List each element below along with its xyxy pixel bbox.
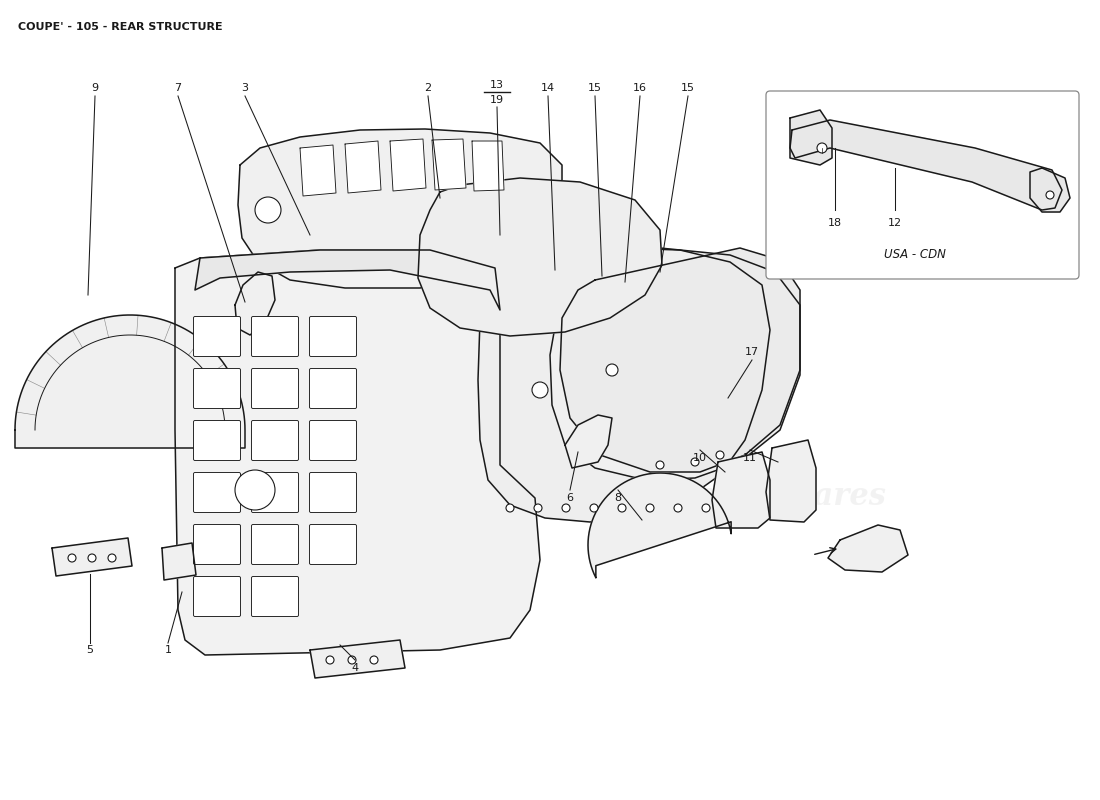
FancyBboxPatch shape (194, 317, 241, 357)
Circle shape (370, 656, 378, 664)
Polygon shape (162, 543, 196, 580)
Text: 2: 2 (425, 83, 431, 93)
Circle shape (68, 554, 76, 562)
Polygon shape (175, 250, 540, 655)
Text: USA - CDN: USA - CDN (884, 249, 946, 262)
Polygon shape (478, 248, 770, 522)
Text: COUPE' - 105 - REAR STRUCTURE: COUPE' - 105 - REAR STRUCTURE (18, 22, 222, 32)
Circle shape (674, 504, 682, 512)
Text: 17: 17 (745, 347, 759, 357)
FancyBboxPatch shape (309, 525, 356, 565)
Circle shape (532, 382, 548, 398)
FancyBboxPatch shape (309, 473, 356, 513)
Text: eurospares: eurospares (103, 321, 293, 351)
Polygon shape (52, 538, 132, 576)
Polygon shape (766, 440, 816, 522)
Text: 3: 3 (242, 83, 249, 93)
FancyBboxPatch shape (309, 369, 356, 409)
Text: 4: 4 (351, 663, 359, 673)
Polygon shape (790, 110, 832, 165)
Circle shape (235, 470, 275, 510)
FancyBboxPatch shape (194, 369, 241, 409)
Polygon shape (15, 315, 245, 448)
Polygon shape (550, 248, 800, 480)
Text: 12: 12 (888, 218, 902, 228)
Polygon shape (235, 272, 275, 335)
FancyBboxPatch shape (766, 91, 1079, 279)
Polygon shape (390, 139, 426, 191)
Circle shape (817, 143, 827, 153)
Circle shape (1046, 191, 1054, 199)
Text: 14: 14 (541, 83, 556, 93)
Circle shape (88, 554, 96, 562)
Polygon shape (418, 178, 662, 336)
Polygon shape (432, 139, 466, 190)
FancyBboxPatch shape (252, 369, 298, 409)
Text: 18: 18 (828, 218, 843, 228)
FancyBboxPatch shape (194, 473, 241, 513)
Circle shape (702, 504, 710, 512)
Polygon shape (345, 141, 381, 193)
Circle shape (562, 504, 570, 512)
Text: 9: 9 (91, 83, 99, 93)
Polygon shape (790, 120, 1062, 210)
Circle shape (506, 504, 514, 512)
Circle shape (255, 197, 280, 223)
Circle shape (348, 656, 356, 664)
Text: 7: 7 (175, 83, 182, 93)
Text: 11: 11 (742, 453, 757, 463)
Text: 19: 19 (490, 95, 504, 105)
FancyBboxPatch shape (194, 577, 241, 617)
FancyBboxPatch shape (252, 525, 298, 565)
Polygon shape (565, 415, 612, 468)
FancyBboxPatch shape (252, 577, 298, 617)
Circle shape (326, 656, 334, 664)
Text: 8: 8 (615, 493, 622, 503)
Polygon shape (712, 452, 770, 528)
FancyBboxPatch shape (252, 473, 298, 513)
FancyBboxPatch shape (309, 421, 356, 461)
Circle shape (646, 504, 654, 512)
Text: 16: 16 (632, 83, 647, 93)
Polygon shape (238, 129, 562, 288)
Text: 15: 15 (588, 83, 602, 93)
Text: 13: 13 (490, 80, 504, 90)
Circle shape (108, 554, 115, 562)
Text: 5: 5 (87, 645, 94, 655)
Text: 1: 1 (165, 645, 172, 655)
Circle shape (691, 458, 698, 466)
Polygon shape (472, 141, 504, 191)
FancyBboxPatch shape (194, 525, 241, 565)
FancyBboxPatch shape (194, 421, 241, 461)
Circle shape (606, 364, 618, 376)
FancyBboxPatch shape (252, 421, 298, 461)
Polygon shape (828, 525, 907, 572)
Polygon shape (300, 145, 336, 196)
Polygon shape (310, 640, 405, 678)
Circle shape (590, 504, 598, 512)
Circle shape (656, 461, 664, 469)
Circle shape (716, 451, 724, 459)
Text: 6: 6 (566, 493, 573, 503)
Polygon shape (195, 250, 500, 310)
Text: 10: 10 (693, 453, 707, 463)
Polygon shape (588, 473, 732, 578)
Polygon shape (1030, 168, 1070, 212)
Text: eurospares: eurospares (697, 481, 887, 511)
Circle shape (618, 504, 626, 512)
FancyBboxPatch shape (252, 317, 298, 357)
FancyBboxPatch shape (309, 317, 356, 357)
Polygon shape (560, 248, 800, 472)
Text: eurospares: eurospares (477, 289, 667, 319)
Text: 15: 15 (681, 83, 695, 93)
Circle shape (534, 504, 542, 512)
